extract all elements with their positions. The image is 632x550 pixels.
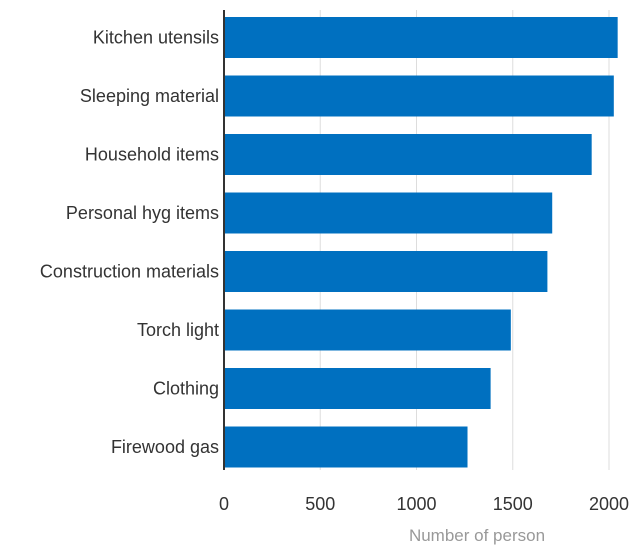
category-label: Construction materials [40,262,219,282]
category-label: Clothing [153,379,219,399]
category-label: Torch light [137,320,219,340]
bar [224,368,491,409]
x-axis-title: Number of person [409,526,545,545]
bar [224,134,592,175]
category-label: Household items [85,145,219,165]
category-label: Personal hyg items [66,203,219,223]
x-tick-label: 0 [219,494,229,514]
x-tick-labels: 0 500 1000 1500 2000 [219,494,629,514]
x-tick-label: 2000 [589,494,629,514]
x-tick-label: 1000 [396,494,436,514]
bar [224,251,548,292]
category-label: Kitchen utensils [93,28,219,48]
bar [224,192,553,234]
x-tick-label: 1500 [493,494,533,514]
bars [224,17,618,468]
x-tick-label: 500 [305,494,335,514]
category-label: Sleeping material [80,86,219,106]
bar [224,17,618,58]
bar [224,309,511,351]
category-label: Firewood gas [111,437,219,457]
category-labels: Kitchen utensils Sleeping material Househo… [40,28,219,458]
bar [224,75,614,117]
bar [224,426,468,468]
